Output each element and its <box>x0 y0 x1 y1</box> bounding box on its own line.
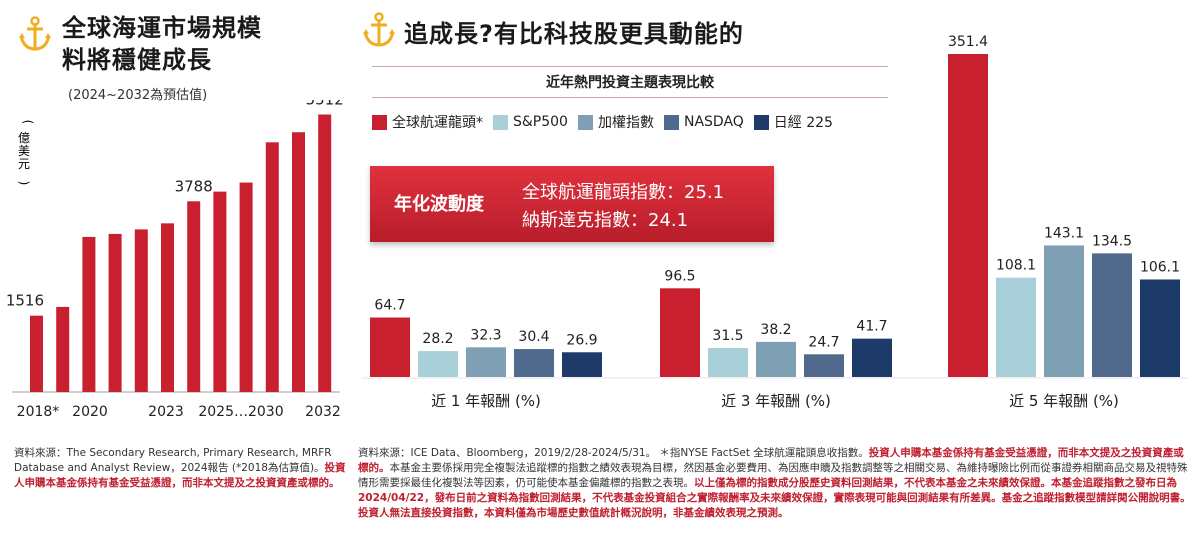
unit-char: 美 <box>18 144 30 158</box>
bar-nasdaq <box>804 354 844 377</box>
bar-nasdaq <box>1092 253 1132 377</box>
data-label: 143.1 <box>1044 225 1084 241</box>
data-label: 5512 <box>306 100 344 108</box>
source-text: 本基金主要係採用完全複製法追蹤標的指數之績效表現為目標，然因基金必要費用、為因應… <box>358 462 1188 489</box>
left-chart-subtitle: (2024~2032為預估值) <box>68 88 208 103</box>
left-source-text: 資料來源：The Secondary Research, Primary Res… <box>14 447 332 474</box>
x-tick-label: 2025…2030 <box>198 404 283 420</box>
legend-label: 日經 225 <box>773 115 833 131</box>
data-label: 32.3 <box>470 327 501 343</box>
disclaimer-text: 以上僅為標的指數成分股歷史資料回測結果，不代表本基金之未來績效保證。本基金追蹤指… <box>358 477 1191 519</box>
bar-225 <box>852 338 892 377</box>
data-label: 30.4 <box>518 329 549 345</box>
x-tick-label: 2032 <box>305 404 341 420</box>
bar-2022 <box>134 229 148 392</box>
bar- <box>239 182 253 392</box>
disclaimer-text: 投資人申購本基金係持有基金受益憑證，而非本文提及之投資資產或標的。 <box>358 447 1184 474</box>
data-label: 3788 <box>175 177 213 195</box>
legend-swatch <box>577 114 593 130</box>
bar-2018 <box>30 315 43 392</box>
anchor-icon <box>19 16 51 51</box>
bar-2023 <box>161 223 174 392</box>
bar-225 <box>562 352 602 377</box>
unit-paren-open: ( <box>21 120 35 125</box>
data-label: 38.2 <box>760 322 791 338</box>
bar-2019 <box>56 306 70 392</box>
x-tick-label: 2018* <box>17 404 60 420</box>
market-size-chart: ( 億美元) 1516 3788 5512 2018* 2020 2023 2025…2030 2… <box>6 100 344 420</box>
data-label: 351.4 <box>948 34 988 50</box>
performance-comparison-chart: 64.7 28.2 32.3 30.4 26.9 近 1 年報酬 (%) 96.5 31.5 3… <box>362 34 1188 410</box>
bar-series2 <box>466 347 506 377</box>
legend-item: NASDAQ <box>663 114 744 130</box>
legend-swatch <box>753 114 769 130</box>
left-source-note: 資料來源：The Secondary Research, Primary Res… <box>14 446 354 491</box>
anchor-icon <box>363 12 395 47</box>
bar-2020 <box>82 236 96 392</box>
x-tick-label: 2020 <box>72 404 108 420</box>
legend-label: 加權指數 <box>597 115 654 131</box>
volatility-nasdaq: 納斯達克指數：24.1 <box>522 210 689 231</box>
left-disclaimer: 投資人申購本基金係持有基金受益憑證，而非本文提及之投資資產或標的。 <box>14 462 346 489</box>
x-tick-label: 2023 <box>148 404 184 420</box>
x-category-label: 近 3 年報酬 (%) <box>721 392 831 410</box>
chart-legend: 全球航運龍頭* S&P500 加權指數 NASDAQ 日經 225 <box>372 112 833 132</box>
bar-series2 <box>756 341 796 377</box>
divider-top <box>372 66 888 67</box>
data-label: 41.7 <box>856 319 887 335</box>
data-label: 1516 <box>6 292 44 310</box>
right-chart-headline: 追成長?有比科技股更具動能的 <box>404 20 744 48</box>
bar-2021 <box>108 233 122 392</box>
unit-paren-close: ) <box>17 181 31 186</box>
bar-series2 <box>1044 245 1084 377</box>
bar-2031 <box>292 132 305 392</box>
data-label: 24.7 <box>808 334 839 350</box>
x-category-label: 近 1 年報酬 (%) <box>431 392 541 410</box>
bar-2030 <box>265 142 279 392</box>
bar-sp500 <box>996 277 1036 377</box>
data-label: 96.5 <box>664 268 695 284</box>
bar-shipping <box>948 54 988 377</box>
data-label: 64.7 <box>374 298 405 314</box>
legend-label: NASDAQ <box>683 114 744 130</box>
bar-2025 <box>213 191 227 392</box>
y-axis-unit-label: ( 億美元) <box>17 120 35 186</box>
data-label: 134.5 <box>1092 233 1132 249</box>
bar-shipping <box>660 288 700 377</box>
legend-item: S&P500 <box>493 114 568 130</box>
left-title-line1: 全球海運市場規模 <box>62 14 262 42</box>
comparison-chart-title: 近年熱門投資主題表現比較 <box>546 75 714 91</box>
legend-swatch <box>493 114 508 130</box>
data-label: 106.1 <box>1140 259 1180 275</box>
legend-item: 全球航運龍頭* <box>372 112 483 132</box>
right-source-note: 資料來源：ICE Data、Bloomberg，2019/2/28-2024/5… <box>358 446 1192 521</box>
data-label: 28.2 <box>422 331 453 347</box>
volatility-callout: 年化波動度 全球航運龍頭指數：25.1 納斯達克指數：24.1 <box>370 166 774 242</box>
bar-shipping <box>370 317 410 377</box>
legend-swatch <box>663 114 679 130</box>
divider-bottom <box>372 97 888 98</box>
bar-225 <box>1140 279 1180 377</box>
bar-sp500 <box>708 348 748 377</box>
left-title-line2: 料將穩健成長 <box>62 46 212 74</box>
data-label: 31.5 <box>712 328 743 344</box>
bar-nasdaq <box>514 349 554 377</box>
legend-item: 日經 225 <box>753 112 833 132</box>
legend-label: S&P500 <box>513 114 568 130</box>
data-label: 108.1 <box>996 258 1036 274</box>
bar-sp500 <box>418 351 458 377</box>
volatility-shipping: 全球航運龍頭指數：25.1 <box>522 182 725 203</box>
unit-char: 億 <box>18 131 30 145</box>
data-label: 26.9 <box>566 332 597 348</box>
left-chart-title: 全球海運市場規模 料將穩健成長 <box>62 12 262 76</box>
unit-char: 元 <box>18 157 30 171</box>
volatility-label: 年化波動度 <box>394 194 484 215</box>
source-text: 資料來源：ICE Data、Bloomberg，2019/2/28-2024/5… <box>358 447 869 459</box>
legend-label: 全球航運龍頭* <box>392 115 483 131</box>
bar-2032 <box>318 114 332 392</box>
bar-2024 <box>187 201 201 392</box>
x-category-label: 近 5 年報酬 (%) <box>1009 392 1119 410</box>
legend-swatch <box>372 114 387 130</box>
legend-item: 加權指數 <box>577 112 654 132</box>
